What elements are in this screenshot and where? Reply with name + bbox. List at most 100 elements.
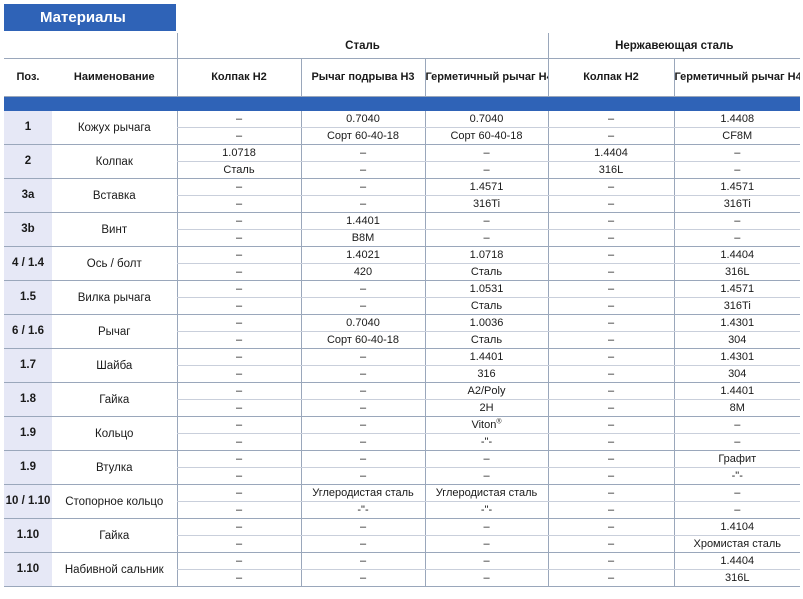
material-grade-cell: – [176, 399, 301, 417]
material-grade-cell: 420 [300, 263, 425, 281]
col-header-steel-cap: Колпак H2 [176, 58, 301, 97]
material-number-cell: – [176, 280, 301, 298]
material-grade-cell: CF8M [673, 127, 800, 145]
group-header-stainless: Нержавеющая сталь [547, 33, 800, 59]
material-grade-cell: – [176, 501, 301, 519]
part-name-cell: Втулка [52, 450, 177, 485]
material-number-cell: 1.4301 [673, 348, 800, 366]
material-number-cell: – [547, 416, 674, 434]
material-grade-cell: – [673, 501, 800, 519]
table-row: 1 Кожух рычага –0.7040 0.7040–1.4408 [4, 111, 800, 145]
material-grade-cell: – [547, 535, 674, 553]
part-name-cell: Ось / болт [52, 246, 177, 281]
table-row: – Сорт 60-40-18 Сталь –304 [4, 331, 800, 349]
material-number-cell: 1.4571 [424, 178, 548, 196]
table-row: – Сорт 60-40-18 Сорт 60-40-18– CF8M [4, 127, 800, 145]
material-number-cell: – [424, 552, 548, 570]
material-number-cell: – [300, 518, 425, 536]
table-row: 4 / 1.4 Ось / болт –1.4021 1.0718–1.4404 [4, 246, 800, 281]
position-cell: 1.5 [4, 280, 52, 315]
material-number-cell: Viton® [424, 416, 548, 434]
material-number-cell: – [176, 246, 301, 264]
registered-mark: ® [496, 418, 502, 426]
material-number-cell: 1.0531 [424, 280, 548, 298]
col-header-stainless-sealed-lever: Герметичный рычаг H4 [673, 58, 800, 97]
material-grade-cell: Сорт 60-40-18 [300, 331, 425, 349]
material-number-cell: – [176, 416, 301, 434]
material-number-cell: – [547, 484, 674, 502]
table-row: – –316Ti –316Ti [4, 195, 800, 213]
material-grade-cell: -"- [424, 501, 548, 519]
material-number-cell: – [673, 212, 800, 230]
material-number-cell: 1.4571 [673, 178, 800, 196]
material-number-cell: – [547, 552, 674, 570]
material-number-cell: Углеродистая сталь [300, 484, 425, 502]
material-grade-cell: – [547, 569, 674, 587]
table-row: – –316–304 [4, 365, 800, 383]
part-name-cell: Кожух рычага [52, 111, 177, 145]
material-number-cell: – [547, 212, 674, 230]
group-header-row: Сталь Нержавеющая сталь [4, 33, 800, 59]
material-number-cell: 1.4404 [547, 144, 674, 162]
material-number-cell: – [300, 348, 425, 366]
material-grade-cell: – [176, 569, 301, 587]
material-number-cell: 1.4401 [300, 212, 425, 230]
material-number-cell: – [300, 178, 425, 196]
part-name-cell: Вставка [52, 178, 177, 213]
part-name-cell: Рычаг [52, 314, 177, 349]
material-grade-cell: 316L [547, 161, 674, 179]
material-number-cell: Графит [673, 450, 800, 468]
material-grade-cell: – [424, 161, 548, 179]
material-grade-cell: Сорт 60-40-18 [424, 127, 548, 145]
material-grade-cell: Сорт 60-40-18 [300, 127, 425, 145]
material-number-cell: – [300, 280, 425, 298]
section-title: Материалы [4, 4, 176, 31]
material-grade-cell: – [300, 467, 425, 485]
material-number-cell: – [424, 212, 548, 230]
material-number-cell: – [176, 348, 301, 366]
material-number-cell: – [547, 314, 674, 332]
material-grade-cell: – [300, 569, 425, 587]
material-grade-cell: – [176, 263, 301, 281]
material-grade-cell: – [547, 127, 674, 145]
table-row: 1.10 Гайка – – – –1.4104 [4, 518, 800, 553]
material-number-cell: – [547, 348, 674, 366]
material-number-cell: – [176, 484, 301, 502]
material-grade-cell: – [547, 229, 674, 247]
material-grade-cell: Сталь [424, 331, 548, 349]
material-number-cell: – [176, 552, 301, 570]
part-name-cell: Колпак [52, 144, 177, 179]
material-number-cell: – [547, 382, 674, 400]
material-grade-cell: – [176, 467, 301, 485]
material-number-cell: 1.4404 [673, 552, 800, 570]
materials-table: Сталь Нержавеющая сталь Поз. Наименовани… [4, 33, 800, 587]
material-number-cell: 1.4571 [673, 280, 800, 298]
position-cell: 1.10 [4, 552, 52, 587]
material-grade-cell: – [300, 399, 425, 417]
material-number-cell: 1.0718 [424, 246, 548, 264]
material-number-cell: – [176, 382, 301, 400]
table-body: 1 Кожух рычага –0.7040 0.7040–1.4408– Сорт 6… [4, 96, 800, 587]
table-row: –420 Сталь –316L [4, 263, 800, 281]
position-cell: 1.8 [4, 382, 52, 417]
part-name-cell: Кольцо [52, 416, 177, 451]
material-grade-cell: Сталь [424, 263, 548, 281]
col-header-pos: Поз. [4, 58, 52, 97]
table-row: – B8M – – – [4, 229, 800, 247]
material-grade-cell: 316L [673, 263, 800, 281]
material-grade-cell: 316 [424, 365, 548, 383]
table-row: 3a Вставка – –1.4571–1.4571 [4, 178, 800, 213]
material-number-cell: – [547, 450, 674, 468]
material-number-cell: – [176, 212, 301, 230]
material-number-cell: 1.4408 [673, 111, 800, 128]
material-grade-cell: – [547, 331, 674, 349]
col-header-stainless-cap: Колпак H2 [547, 58, 674, 97]
material-grade-cell: – [300, 365, 425, 383]
col-header-steel-lever: Рычаг подрыва H3 [300, 58, 425, 97]
material-grade-cell: Сталь [424, 297, 548, 315]
table-row: – – Сталь –316Ti [4, 297, 800, 315]
material-number-cell: A2/Poly [424, 382, 548, 400]
part-name-cell: Набивной сальник [52, 552, 177, 587]
material-grade-cell: – [300, 161, 425, 179]
position-cell: 3a [4, 178, 52, 213]
